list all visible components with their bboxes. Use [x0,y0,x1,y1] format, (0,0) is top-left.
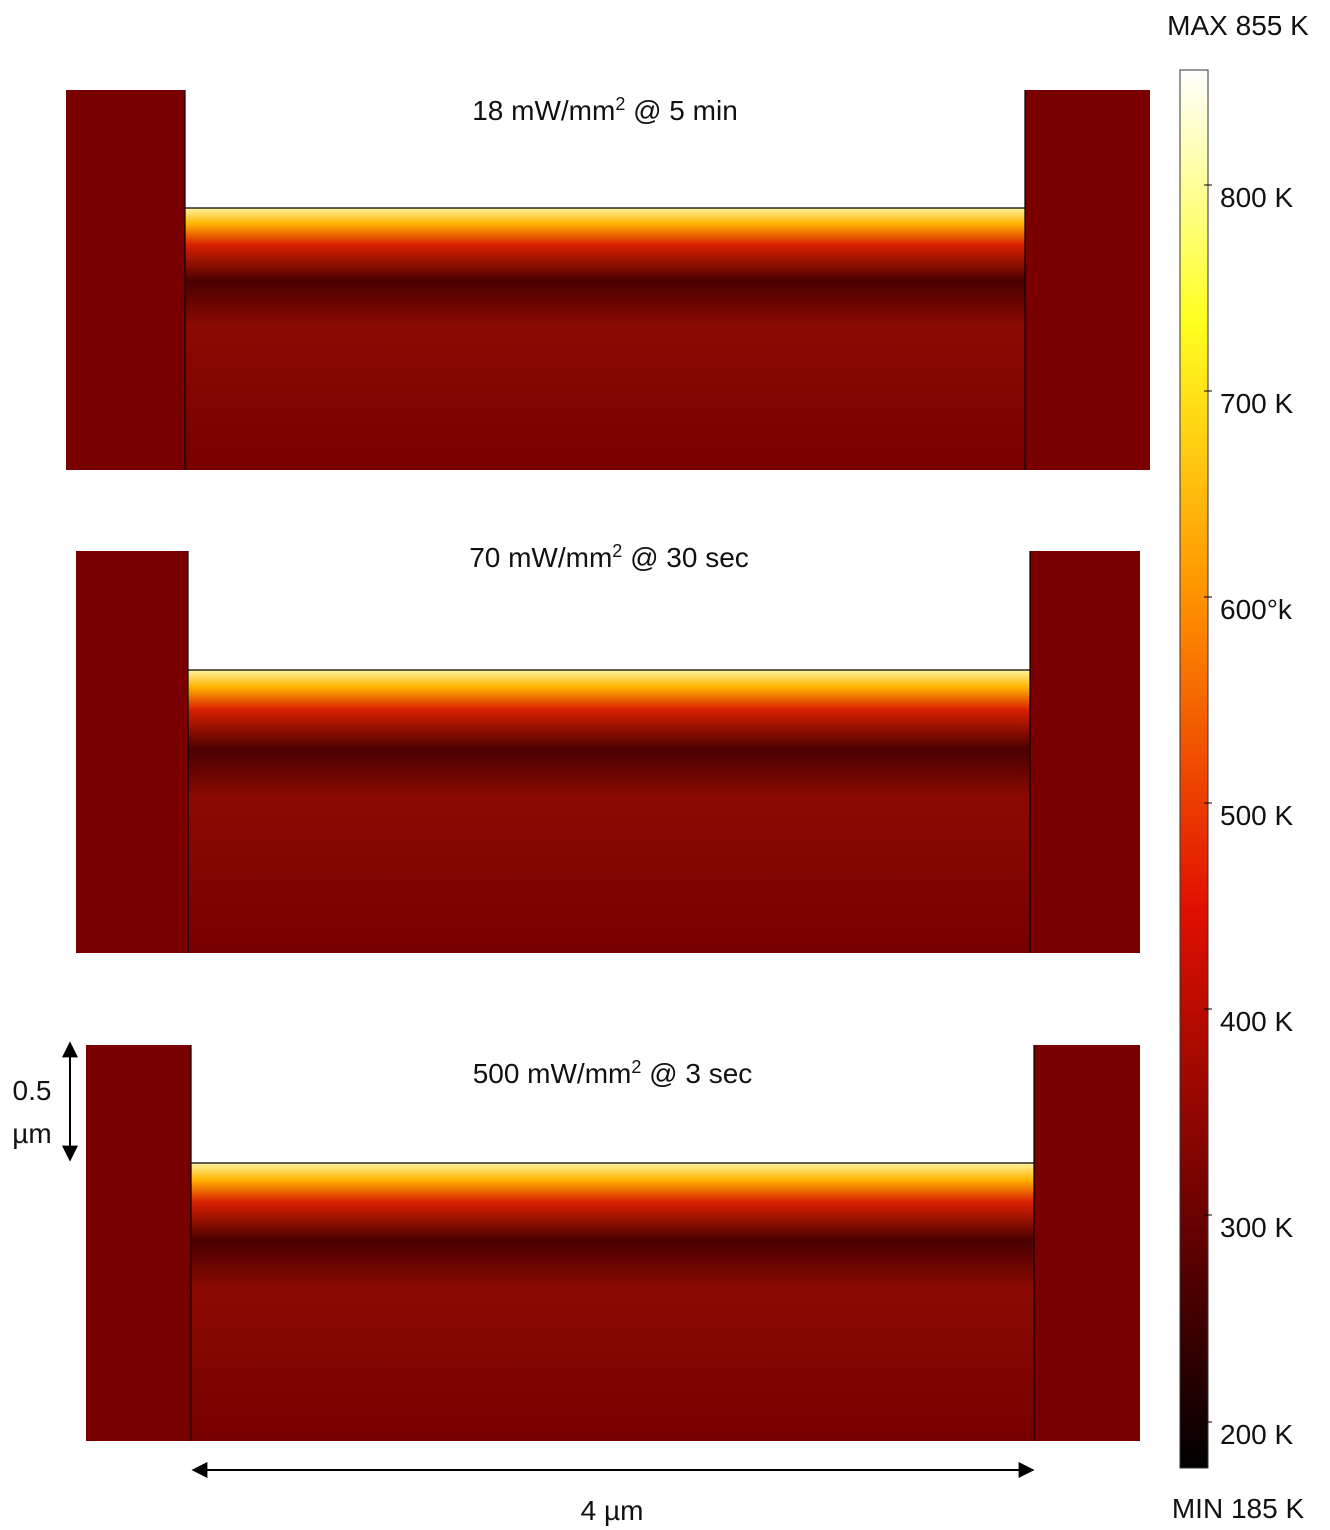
trench [185,208,1025,470]
page: 18 mW/mm2 @ 5 min70 mW/mm2 @ 30 sec500 m… [0,0,1330,1530]
colorbar-label: 700 K [1220,388,1293,419]
colorbar-label: 300 K [1220,1212,1293,1243]
trench [188,670,1030,953]
panel-title: 18 mW/mm2 @ 5 min [472,94,738,126]
colorbar-min: MIN 185 K [1172,1493,1305,1524]
colorbar-max: MAX 855 K [1167,10,1309,41]
title-text: @ 3 sec [641,1058,752,1089]
title-sup: 2 [615,94,625,114]
left-block [76,551,188,953]
title-text: 70 mW/mm [469,542,612,573]
colorbar [1180,70,1208,1468]
right-block [1025,90,1150,470]
right-block [1030,551,1140,953]
right-block [1034,1045,1140,1441]
trench [191,1163,1034,1441]
title-text: 500 mW/mm [473,1058,632,1089]
figure: 18 mW/mm2 @ 5 min70 mW/mm2 @ 30 sec500 m… [0,0,1330,1530]
scale-label: µm [12,1118,51,1149]
title-sup: 2 [612,541,622,561]
title-text: @ 30 sec [622,542,748,573]
title-text: @ 5 min [625,95,737,126]
colorbar-label: 400 K [1220,1006,1293,1037]
title-sup: 2 [631,1057,641,1077]
panel-title: 70 mW/mm2 @ 30 sec [469,541,749,573]
left-block [86,1045,191,1441]
title-text: 18 mW/mm [472,95,615,126]
scale-label: 0.5 [13,1075,52,1106]
left-block [66,90,185,470]
scale-label: 4 µm [581,1495,644,1526]
panel-title: 500 mW/mm2 @ 3 sec [473,1057,753,1089]
colorbar-label: 800 K [1220,182,1293,213]
colorbar-label: 500 K [1220,800,1293,831]
colorbar-label: 200 K [1220,1419,1293,1450]
colorbar-label: 600°k [1220,594,1293,625]
